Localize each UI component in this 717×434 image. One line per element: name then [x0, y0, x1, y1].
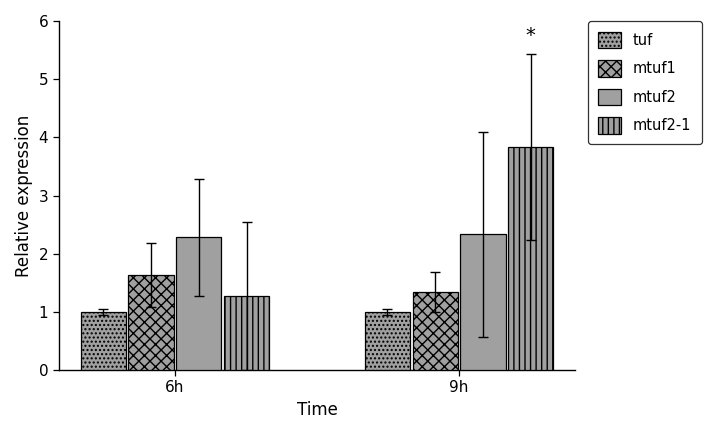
Text: *: *	[526, 26, 536, 46]
Bar	[460, 234, 505, 370]
Bar	[128, 275, 174, 370]
Bar	[412, 292, 457, 370]
X-axis label: Time: Time	[297, 401, 338, 419]
Bar	[81, 312, 126, 370]
Bar	[365, 312, 410, 370]
Y-axis label: Relative expression: Relative expression	[15, 115, 33, 276]
Bar	[224, 296, 269, 370]
Legend: tuf, mtuf1, mtuf2, mtuf2-1: tuf, mtuf1, mtuf2, mtuf2-1	[588, 21, 702, 144]
Bar	[176, 237, 222, 370]
Bar	[508, 147, 554, 370]
